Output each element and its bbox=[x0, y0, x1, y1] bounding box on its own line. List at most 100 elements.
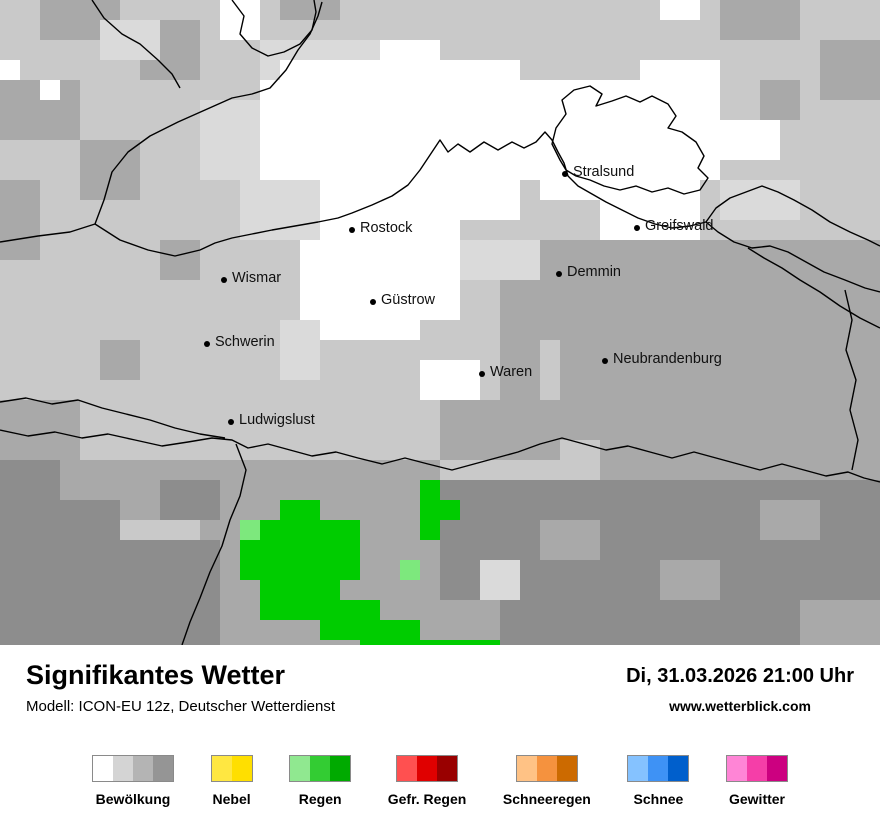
weather-cell-patch bbox=[540, 240, 880, 340]
map-footer: Signifikantes Wetter Modell: ICON-EU 12z… bbox=[0, 645, 880, 715]
weather-cell-patch bbox=[540, 520, 600, 560]
legend-color-segment bbox=[113, 755, 133, 781]
city-label: Schwerin bbox=[215, 334, 275, 350]
legend-color-bar bbox=[627, 754, 690, 782]
city-dot bbox=[562, 171, 568, 177]
city-dot bbox=[602, 358, 608, 364]
weather-cell-patch bbox=[260, 520, 360, 580]
legend-color-segment bbox=[536, 755, 557, 781]
weather-cell-patch bbox=[260, 80, 560, 120]
legend-color-segment bbox=[556, 755, 577, 781]
weather-cell-patch bbox=[480, 560, 520, 600]
weather-cell-patch bbox=[100, 20, 160, 60]
weather-cell-patch bbox=[760, 500, 820, 540]
legend-label: Regen bbox=[298, 790, 342, 807]
city-dot bbox=[479, 371, 485, 377]
legend-item-schneeregen: Schneeregen bbox=[503, 754, 591, 807]
weather-cell-patch bbox=[200, 100, 260, 180]
weather-cell-patch bbox=[600, 440, 880, 480]
city-dot bbox=[370, 299, 376, 305]
weather-cell-patch bbox=[0, 500, 120, 645]
weather-cell-patch bbox=[0, 400, 80, 460]
legend-color-bar bbox=[515, 754, 578, 782]
weather-cell-patch bbox=[0, 180, 40, 260]
legend-color-segment bbox=[93, 755, 113, 781]
weather-cell-patch bbox=[460, 240, 540, 280]
city-dot bbox=[221, 277, 227, 283]
city-dot bbox=[204, 341, 210, 347]
legend-color-segment bbox=[133, 755, 153, 781]
legend-color-bar bbox=[92, 754, 174, 782]
weather-cell-patch bbox=[560, 340, 880, 440]
legend-label: Gewitter bbox=[728, 790, 785, 807]
weather-cell-patch bbox=[420, 360, 480, 400]
weather-cell-patch bbox=[260, 120, 460, 180]
weather-cell-patch bbox=[120, 540, 220, 645]
forecast-datetime: Di, 31.03.2026 21:00 Uhr bbox=[626, 665, 854, 687]
city-label: Greifswald bbox=[645, 218, 714, 234]
legend-color-segment bbox=[648, 755, 669, 781]
city-dot bbox=[349, 227, 355, 233]
legend-color-segment bbox=[290, 755, 311, 781]
weather-cell-patch bbox=[420, 520, 440, 540]
legend-label: Gefr. Regen bbox=[387, 790, 467, 807]
weather-cell-patch bbox=[240, 540, 260, 580]
legend-color-segment bbox=[747, 755, 767, 781]
weather-cell-patch bbox=[440, 600, 500, 640]
weather-cell-patch bbox=[660, 560, 720, 600]
footer-left: Signifikantes Wetter Modell: ICON-EU 12z… bbox=[26, 660, 336, 715]
city-dot bbox=[634, 225, 640, 231]
weather-cell-patch bbox=[720, 180, 800, 220]
weather-cell-patch bbox=[0, 460, 60, 500]
city-label: Stralsund bbox=[573, 164, 635, 180]
weather-cell-patch bbox=[500, 280, 540, 400]
page-title: Signifikantes Wetter bbox=[26, 660, 286, 690]
weather-cell-patch bbox=[240, 180, 320, 240]
legend-color-bar bbox=[289, 754, 352, 782]
legend-color-bar bbox=[396, 754, 459, 782]
weather-cell-patch bbox=[240, 520, 260, 540]
legend-color-bar bbox=[210, 754, 253, 782]
website-url: www.wetterblick.com bbox=[669, 698, 811, 714]
weather-cell-patch bbox=[760, 80, 800, 120]
weather-cell-patch bbox=[80, 140, 140, 200]
legend-color-segment bbox=[628, 755, 649, 781]
legend-label: Nebel bbox=[212, 790, 251, 807]
city-label: Rostock bbox=[360, 220, 413, 236]
legend-color-segment bbox=[516, 755, 537, 781]
weather-cell-patch bbox=[160, 240, 200, 280]
weather-legend: Bewölkung Nebel Regen Gefr. Regen Schneerege… bbox=[0, 714, 880, 807]
weather-cell-patch bbox=[280, 500, 320, 520]
city-dot bbox=[228, 419, 234, 425]
city-label: Ludwigslust bbox=[239, 412, 315, 428]
legend-color-segment bbox=[211, 755, 232, 781]
legend-color-segment bbox=[417, 755, 438, 781]
city-label: Güstrow bbox=[381, 292, 435, 308]
weather-cell-patch bbox=[720, 0, 800, 40]
weather-cell-patch bbox=[160, 480, 220, 520]
legend-color-segment bbox=[397, 755, 418, 781]
legend-color-segment bbox=[231, 755, 252, 781]
city-label: Demmin bbox=[567, 264, 621, 280]
weather-cell-patch bbox=[400, 560, 420, 580]
legend-item-gewitter: Gewitter bbox=[726, 754, 788, 807]
city-label: Neubrandenburg bbox=[613, 351, 722, 367]
weather-cell-patch bbox=[280, 60, 520, 80]
weather-map: Stralsund Greifswald Rostock Wismar Demmin Gü… bbox=[0, 0, 880, 645]
weather-cell-patch bbox=[0, 60, 20, 80]
legend-color-segment bbox=[668, 755, 689, 781]
weather-cell-patch bbox=[300, 240, 460, 320]
weather-cell-patch bbox=[220, 0, 260, 40]
legend-color-segment bbox=[437, 755, 458, 781]
legend-color-segment bbox=[153, 755, 173, 781]
legend-color-bar bbox=[726, 754, 788, 782]
legend-item-schnee: Schnee bbox=[627, 754, 690, 807]
weather-cell-patch bbox=[420, 480, 440, 500]
legend-color-segment bbox=[727, 755, 747, 781]
weather-cell-patch bbox=[640, 60, 720, 120]
city-label: Wismar bbox=[232, 270, 282, 286]
legend-item-regen: Regen bbox=[289, 754, 352, 807]
model-info: Modell: ICON-EU 12z, Deutscher Wetterdie… bbox=[26, 697, 336, 715]
weather-cell-patch bbox=[660, 0, 700, 20]
weather-cell-patch bbox=[720, 120, 780, 160]
